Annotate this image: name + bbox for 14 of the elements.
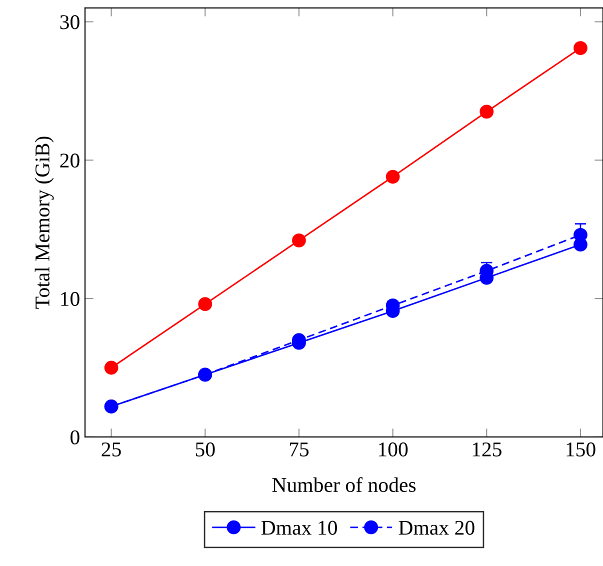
x-axis-title: Number of nodes bbox=[272, 477, 416, 492]
legend-label: Dmax 10 bbox=[261, 520, 337, 535]
x-tick-label: 150 bbox=[566, 442, 596, 456]
y-tick-label: 30 bbox=[60, 15, 80, 30]
y-axis-title: Total Memory (GiB) bbox=[34, 136, 54, 309]
x-tick-label: 50 bbox=[196, 442, 215, 456]
x-tick-label: 75 bbox=[290, 442, 309, 456]
y-tick-label: 0 bbox=[70, 430, 80, 444]
y-tick-label: 20 bbox=[60, 154, 80, 168]
legend-label: Dmax 20 bbox=[398, 520, 474, 535]
x-tick-label: 125 bbox=[472, 442, 502, 456]
x-tick-label: 25 bbox=[102, 442, 121, 456]
x-tick-label: 100 bbox=[379, 442, 408, 456]
y-tick-label: 10 bbox=[61, 292, 80, 306]
